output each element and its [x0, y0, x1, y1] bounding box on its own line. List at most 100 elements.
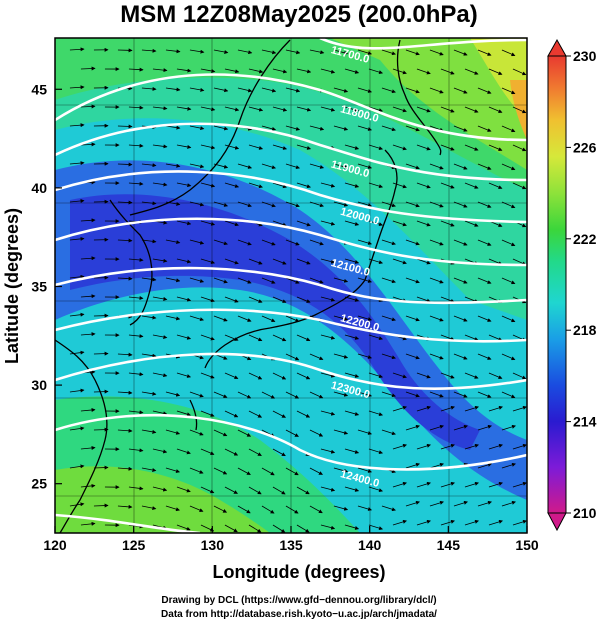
wind-arrow	[224, 258, 239, 265]
wind-arrow	[296, 372, 311, 380]
wind-arrow	[117, 124, 133, 129]
wind-arrow	[416, 519, 431, 526]
wind-arrow	[285, 467, 299, 476]
wind-arrow	[176, 144, 192, 149]
wind-arrow	[296, 220, 311, 227]
wind-arrow	[248, 410, 263, 418]
wind-arrow	[453, 353, 468, 360]
wind-arrow	[320, 258, 336, 264]
wind-arrow	[429, 391, 444, 398]
wind-arrow	[381, 429, 396, 436]
wind-arrow	[165, 391, 181, 397]
wind-arrow	[248, 372, 263, 380]
field-orange	[510, 80, 527, 140]
wind-arrow	[416, 372, 431, 379]
wind-arrow	[128, 372, 144, 377]
wind-arrow	[152, 334, 168, 339]
wind-arrow	[237, 429, 252, 437]
wind-arrow	[368, 410, 383, 417]
wind-arrow	[416, 481, 431, 488]
wind-arrow	[152, 68, 168, 73]
wind-arrow	[213, 87, 229, 93]
wind-arrow	[248, 68, 264, 74]
wind-arrow	[237, 163, 253, 169]
wind-arrow	[381, 315, 396, 322]
wind-arrow	[344, 220, 360, 226]
wind-arrow	[309, 391, 324, 399]
wind-arrow	[128, 257, 144, 262]
wind-arrow	[141, 48, 157, 53]
wind-arrow	[512, 519, 527, 526]
wind-arrow	[189, 125, 205, 131]
wind-arrow	[392, 519, 407, 526]
wind-arrow	[477, 239, 492, 246]
wind-arrow	[416, 106, 431, 113]
wind-arrow	[69, 350, 85, 355]
wind-arrow	[285, 125, 301, 131]
y-tick-label: 35	[31, 278, 47, 294]
wind-arrow	[357, 201, 373, 207]
wind-arrow	[80, 294, 96, 299]
wind-arrow	[501, 277, 516, 285]
wind-arrow	[429, 462, 444, 469]
wind-arrow	[176, 68, 192, 73]
wind-arrow	[165, 315, 181, 321]
wind-arrow	[477, 277, 492, 284]
coast-continent	[129, 39, 291, 216]
wind-arrow	[416, 182, 431, 189]
wind-arrow	[141, 429, 157, 434]
wind-arrow	[368, 372, 383, 379]
wind-arrow	[176, 106, 192, 111]
wind-arrow	[128, 181, 144, 186]
wind-arrow	[117, 466, 133, 471]
wind-arrow	[141, 201, 157, 206]
wind-arrow	[128, 67, 144, 72]
wind-arrow	[80, 521, 96, 526]
wind-arrow	[416, 443, 431, 450]
wind-arrow	[309, 429, 324, 437]
wind-arrow	[381, 201, 396, 208]
credit-data: Data from http://database.rish.kyoto−u.a…	[161, 609, 437, 620]
wind-arrow	[176, 372, 192, 378]
wind-arrow	[248, 258, 263, 265]
wind-arrow	[237, 467, 251, 475]
wind-arrow	[141, 163, 157, 168]
wind-arrow	[429, 353, 444, 360]
wind-arrow	[189, 277, 205, 283]
wind-arrow	[213, 125, 229, 131]
wind-arrow	[80, 66, 96, 71]
wind-arrow	[405, 49, 420, 56]
wind-arrow	[357, 125, 373, 131]
wind-arrow	[464, 519, 479, 526]
wind-arrow	[501, 353, 516, 361]
wind-arrow	[309, 467, 323, 475]
wind-arrow	[165, 429, 181, 435]
wind-arrow	[477, 87, 492, 94]
wind-arrow	[189, 429, 204, 436]
wind-arrow	[488, 144, 503, 151]
wind-arrow	[224, 68, 240, 74]
coastlines	[55, 39, 442, 533]
wind-arrow	[80, 104, 96, 109]
field-jet-core	[70, 194, 480, 450]
wind-arrow	[320, 410, 336, 416]
contour-12300	[55, 352, 527, 391]
wind-arrow	[392, 106, 407, 113]
wind-arrow	[392, 144, 407, 151]
wind-arrow	[189, 315, 204, 322]
wind-arrow	[272, 258, 287, 265]
wind-arrow	[272, 486, 286, 495]
wind-arrow	[405, 125, 420, 132]
wind-arrow	[69, 464, 85, 469]
contour-12400	[55, 413, 527, 471]
wind-arrow	[501, 500, 516, 507]
plot-area: 11700.011800.011900.012000.012100.012200…	[55, 38, 527, 533]
wind-arrow	[440, 405, 455, 412]
wind-arrow	[381, 239, 396, 246]
wind-arrow	[429, 201, 444, 208]
wind-arrow	[93, 427, 109, 432]
wind-arrow	[440, 220, 455, 227]
wind-arrow	[213, 429, 228, 437]
wind-arrow	[237, 391, 252, 399]
wind-arrow	[248, 448, 262, 456]
